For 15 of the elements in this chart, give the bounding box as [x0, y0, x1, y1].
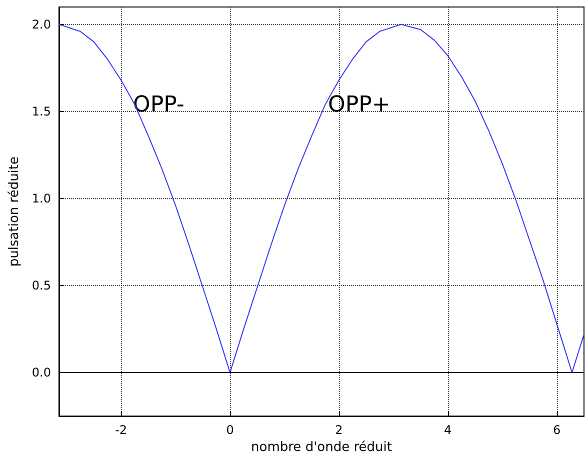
annotation: OPP+	[328, 92, 390, 118]
y-tick-label: 2.0	[32, 17, 51, 32]
x-tick-label: 6	[552, 423, 561, 438]
x-tick-label: 2	[335, 423, 343, 438]
line-series	[58, 24, 584, 374]
x-tick-label: -2	[115, 423, 128, 438]
y-tick-label: 1.0	[32, 191, 51, 206]
annotation: OPP-	[133, 92, 184, 118]
x-tick-label: 0	[226, 423, 234, 438]
y-tick-label: 0.0	[32, 366, 51, 380]
x-tick-label: 4	[444, 423, 452, 438]
y-tick-label: 0.5	[32, 278, 51, 293]
y-axis-title: pulsation réduite	[7, 156, 22, 267]
x-axis-title: nombre d'onde réduit	[251, 440, 392, 455]
y-tick-label: 1.5	[32, 104, 51, 118]
